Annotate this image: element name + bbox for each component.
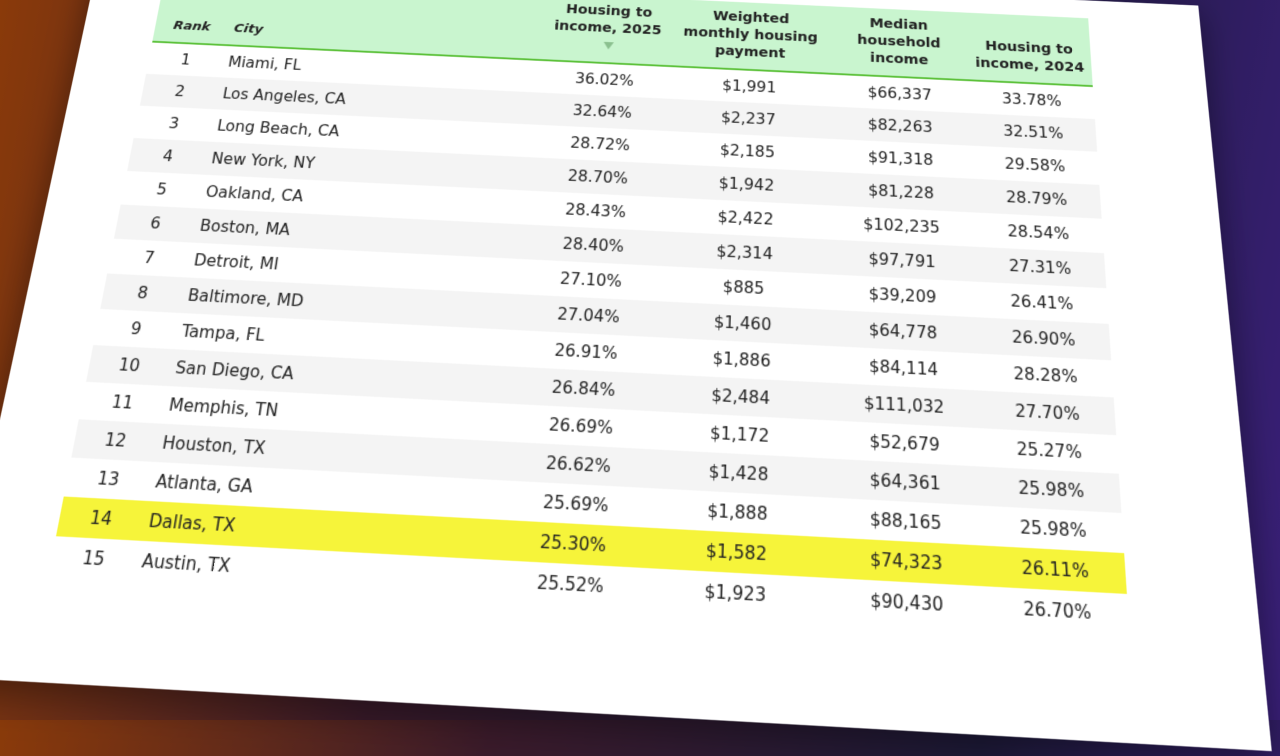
column-title: Weighted monthly housing payment	[683, 8, 818, 62]
sort-arrow[interactable]	[603, 41, 615, 50]
rank-cell: 10	[86, 345, 173, 386]
page: {"table": { "columns": ["Rank", "City", …	[0, 0, 1280, 720]
column-header[interactable]: Housing to income, 2025	[542, 0, 673, 67]
rank-cell: 1	[179, 51, 193, 69]
column-title: City	[232, 21, 265, 37]
value-cell: 26.70%	[1022, 598, 1092, 624]
rank-cell: 12	[71, 419, 160, 462]
rank-cell: 8	[100, 273, 185, 313]
rank-cell: 7	[142, 248, 156, 268]
value-cell: 25.52%	[536, 571, 605, 598]
rank-cell: 14	[56, 496, 146, 541]
column-title: Rank	[172, 18, 212, 35]
rank-cell: 13	[95, 468, 121, 491]
stage: Rank City Housing to income, 2025 Weighted …	[56, 0, 1127, 624]
column-title: Median household income	[857, 16, 941, 69]
column-header: Housing to income, 2024	[966, 12, 1093, 87]
sort-arrow-shape	[603, 41, 615, 50]
column-header: Weighted monthly housing payment	[669, 0, 831, 74]
rank-cell: 3	[167, 114, 181, 133]
rank-cell: 5	[155, 180, 169, 199]
column-title: Housing to income, 2025	[553, 2, 662, 39]
value-cell: $90,430	[870, 589, 944, 616]
rank-cell: 9	[129, 319, 143, 339]
rank-cell: 2	[139, 73, 220, 110]
rank-cell: 15	[80, 547, 107, 571]
column-header: Median household income	[830, 6, 969, 81]
table-body: 1 Miami, FL 36.02% $1,991 $66,337 33.78% 2 Los …	[48, 42, 1130, 636]
rank-cell: 4	[127, 137, 209, 175]
rank-cell: 6	[113, 204, 197, 243]
column-header: Rank	[152, 0, 237, 46]
column-title: Housing to income, 2024	[975, 38, 1085, 76]
rank-cell: 11	[109, 392, 135, 414]
ranking-table: Rank City Housing to income, 2025 Weighted …	[48, 0, 1130, 636]
value-cell: $1,923	[703, 580, 767, 607]
